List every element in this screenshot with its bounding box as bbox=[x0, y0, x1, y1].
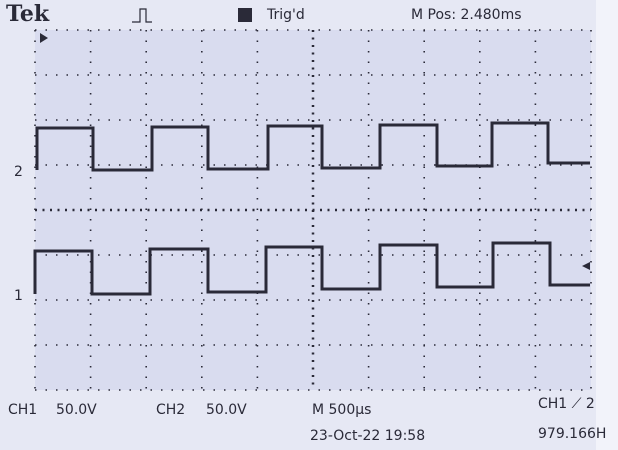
trigger-pos-marker bbox=[40, 33, 48, 43]
ch1-trace bbox=[33, 241, 590, 296]
acq-icon bbox=[132, 8, 152, 23]
frequency: 979.166H bbox=[538, 426, 606, 442]
ch2-marker: 2 bbox=[14, 164, 23, 180]
ch1-marker: 1 bbox=[14, 288, 23, 304]
graticule bbox=[34, 29, 592, 391]
trig-icon bbox=[238, 8, 252, 22]
ch2-trace bbox=[35, 121, 590, 172]
trigger-status: Trig'd bbox=[266, 7, 305, 23]
trigger-level-marker bbox=[582, 262, 590, 270]
ch1-label: CH1 bbox=[8, 402, 37, 418]
trigger-source: CH1 ⟋ 2 bbox=[538, 396, 595, 412]
ch2-label: CH2 bbox=[156, 402, 185, 418]
timebase: M 500µs bbox=[312, 402, 371, 418]
ch2-scale: 50.0V bbox=[206, 402, 247, 418]
right-glare bbox=[596, 0, 618, 450]
ch1-scale: 50.0V bbox=[56, 402, 97, 418]
position: M Pos: 2.480ms bbox=[411, 7, 522, 23]
brand: Tek bbox=[6, 1, 50, 27]
date-time: 23-Oct-22 19:58 bbox=[310, 428, 425, 444]
